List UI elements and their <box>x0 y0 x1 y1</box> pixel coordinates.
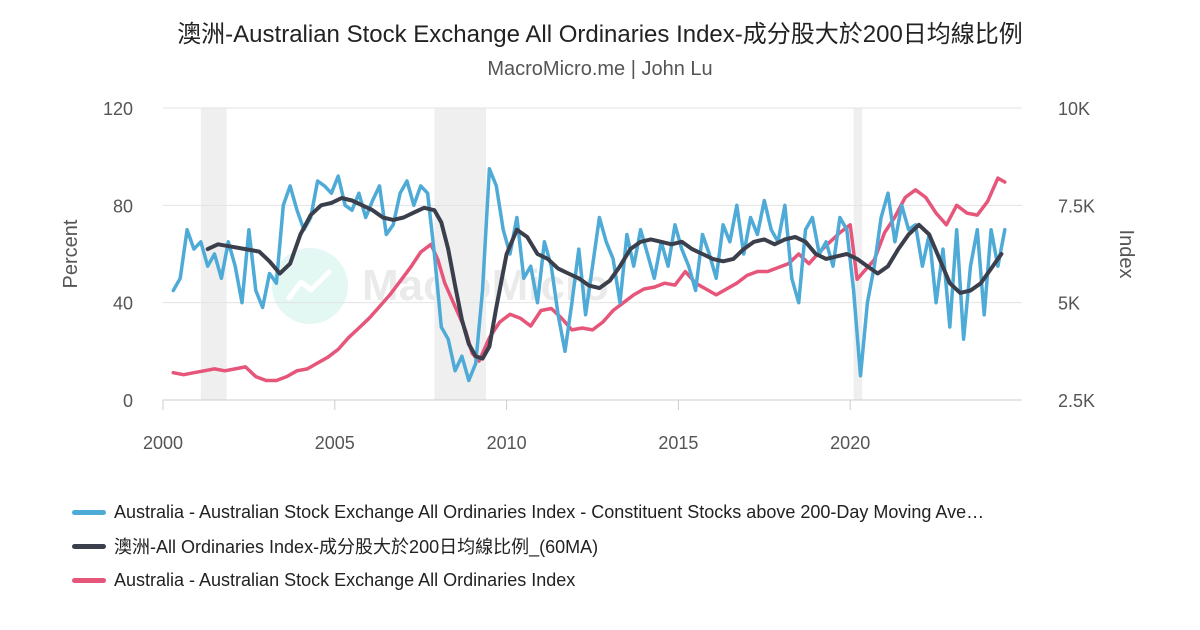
y-left-tick-label: 0 <box>123 391 133 411</box>
legend: Australia - Australian Stock Exchange Al… <box>72 495 1172 597</box>
series-line-1 <box>205 196 1004 361</box>
chart-subtitle: MacroMicro.me | John Lu <box>487 58 713 80</box>
legend-swatch-breadth <box>72 509 106 515</box>
legend-item-60ma[interactable]: 澳洲-All Ordinaries Index-成分股大於200日均線比例_(6… <box>72 529 1172 563</box>
legend-label: 澳洲-All Ordinaries Index-成分股大於200日均線比例_(6… <box>114 537 599 557</box>
legend-swatch-60ma <box>72 543 106 549</box>
y-left-tick-label: 40 <box>113 294 133 314</box>
chart-title: 澳洲-Australian Stock Exchange All Ordinar… <box>177 21 1023 48</box>
y-right-tick-label: 10K <box>1058 99 1090 119</box>
y-right-tick-label: 2.5K <box>1058 391 1095 411</box>
legend-label: Australia - Australian Stock Exchange Al… <box>114 501 985 522</box>
x-tick-label: 2015 <box>658 433 698 453</box>
legend-item-breadth[interactable]: Australia - Australian Stock Exchange Al… <box>72 495 1172 529</box>
chart-plot: 0 40 80 120 2.5K 5K 7.5K 10K 2000 2005 2010 2015 202… <box>60 99 1137 453</box>
legend-swatch-index <box>72 577 106 583</box>
recession-band <box>853 108 863 400</box>
series-line-2 <box>171 176 1007 383</box>
x-tick-label: 2005 <box>315 433 355 453</box>
series-line-0 <box>171 167 1007 383</box>
y-right-tick-label: 7.5K <box>1058 196 1095 216</box>
x-tick-label: 2020 <box>830 433 870 453</box>
legend-item-index[interactable]: Australia - Australian Stock Exchange Al… <box>72 563 1172 597</box>
y-left-tick-label: 120 <box>103 99 133 119</box>
y-left-axis-title: Percent <box>60 219 82 288</box>
y-right-tick-label: 5K <box>1058 294 1080 314</box>
y-left-tick-label: 80 <box>113 196 133 216</box>
x-tick-label: 2010 <box>487 433 527 453</box>
legend-label: Australia - Australian Stock Exchange Al… <box>114 569 576 590</box>
watermark-logo-icon <box>272 248 348 324</box>
x-tick-label: 2000 <box>143 433 183 453</box>
y-right-axis-title: Index <box>1115 230 1137 279</box>
